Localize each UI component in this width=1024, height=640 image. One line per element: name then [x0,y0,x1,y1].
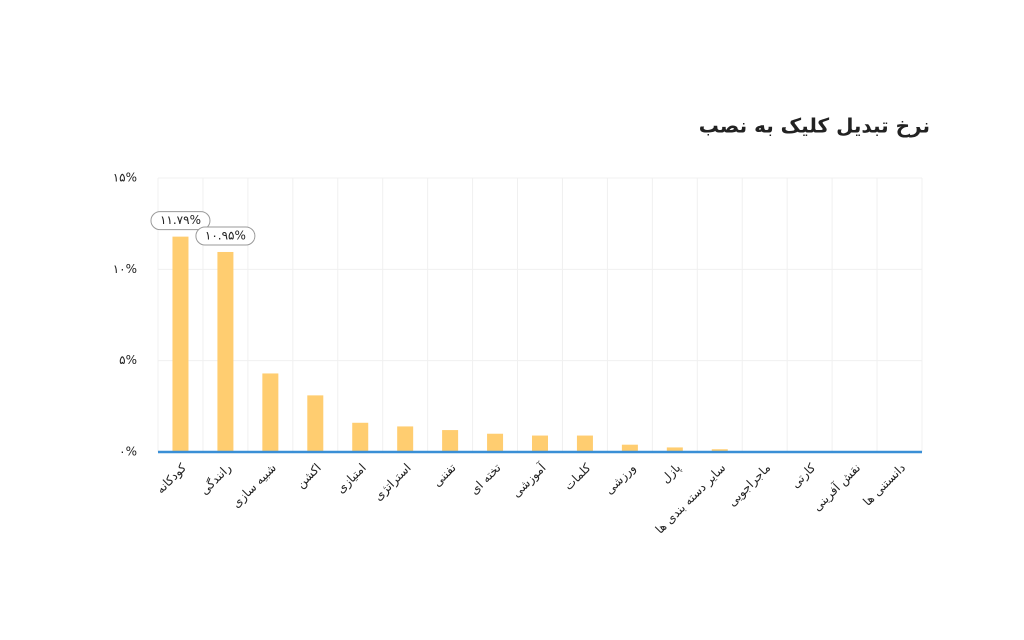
value-label-box [195,226,256,246]
y-tick-label: ۰% [119,445,137,459]
bar [262,373,279,452]
bar [352,422,369,452]
x-tick-label: اکشن [294,461,325,492]
x-tick-label: دانستنی ها [860,461,908,509]
chart-title: نرخ تبدیل کلیک به نصب [699,114,930,138]
bar [397,426,414,452]
x-tick-label: استراتژی [371,461,414,504]
x-tick-label: کودکانه [153,460,190,497]
bar [487,433,504,452]
x-tick-label: شبیه سازی [229,461,280,512]
value-label: ۱۰.۹۵% [195,226,256,246]
y-tick-label: ۵% [119,353,137,367]
bar [711,449,728,452]
x-tick-label: کارتی [788,461,819,492]
value-label-text: ۱۱.۷۹% [160,213,201,227]
x-tick-label: تفننی [430,461,459,490]
x-tick-label: ماجراجویی [725,461,774,510]
bar [621,444,638,452]
y-tick-label: ۱۵% [113,171,137,185]
bar [442,430,459,452]
x-tick-label: کلمات [561,460,593,492]
bar [576,435,593,452]
x-tick-label: تخته ای [467,461,504,498]
y-tick-label: ۱۰% [113,262,137,276]
x-tick-label: پازل [658,461,684,487]
x-tick-label: آموزشی [508,460,549,501]
x-tick-label: رانندگی [197,461,235,499]
value-label: ۱۱.۷۹% [150,211,211,231]
bar [307,395,324,452]
bar [666,447,683,452]
x-tick-label: ورزشی [602,461,639,498]
bar [172,236,189,452]
bar [217,251,234,452]
x-tick-label: امتیازی [334,461,370,497]
bar [532,435,548,452]
value-label-box [150,211,211,231]
value-label-text: ۱۰.۹۵% [205,228,246,242]
x-tick-label: نقش آفرینی [809,460,864,515]
